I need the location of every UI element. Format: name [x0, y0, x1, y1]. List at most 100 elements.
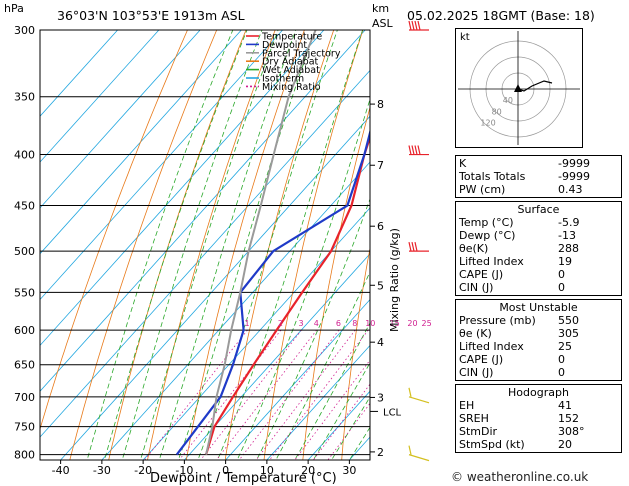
- mu-theta-label: θe (K): [459, 327, 492, 340]
- km-tick-label: 5: [377, 279, 384, 292]
- pressure-tick-label: 600: [14, 324, 35, 337]
- wet-adiabat-line: [294, 322, 370, 460]
- surface-dewp-label: Dewp (°C): [459, 229, 516, 242]
- dry-adiabat-line: [224, 30, 335, 460]
- mu-cin-value: 0: [558, 366, 565, 379]
- x-tick-label: -30: [93, 464, 111, 477]
- wet-adiabat-line: [121, 30, 263, 460]
- hodograph-table-box: Hodograph EH 41 SREH 152 StmDir 308° StmSpd…: [455, 384, 622, 453]
- wet-adiabat-line: [103, 30, 248, 460]
- wet-adiabat-line: [158, 30, 297, 460]
- x-tick-label: 30: [342, 464, 356, 477]
- dry-adiabat-line: [341, 246, 370, 460]
- mixing-ratio-tick-label: 3: [299, 319, 304, 328]
- legend-label: Parcel Trajectory: [262, 48, 341, 59]
- mu-li-label: Lifted Index: [459, 340, 524, 353]
- wind-barb-flag: [408, 387, 412, 397]
- asl-label: ASL: [372, 17, 394, 30]
- hodograph-ring-label: 80: [492, 107, 502, 116]
- pw-value: 0.43: [558, 183, 583, 196]
- legend-label: Wet Adiabat: [262, 65, 320, 76]
- x-tick-label: 20: [301, 464, 315, 477]
- surface-dewp-value: -13: [558, 229, 576, 242]
- k-index-label: K: [459, 157, 467, 170]
- credit-text: © weatheronline.co.uk: [451, 470, 589, 484]
- stmdir-label: StmDir: [459, 425, 498, 438]
- wind-barb: [408, 396, 430, 404]
- stmspd-label: StmSpd (kt): [459, 438, 525, 451]
- pressure-tick-label: 400: [14, 149, 35, 162]
- wind-barb-flag: [408, 20, 412, 31]
- mu-cin-label: CIN (J): [459, 366, 494, 379]
- mu-cape-value: 0: [558, 353, 565, 366]
- most-unstable-box: Most Unstable Pressure (mb) 550 θe (K) 305…: [455, 299, 622, 381]
- lcl-label: LCL: [383, 407, 402, 418]
- wind-barb-flag: [408, 242, 412, 252]
- km-tick-label: 2: [377, 446, 384, 459]
- wind-barb-flag: [411, 242, 415, 252]
- hodograph-trace: [517, 80, 553, 92]
- legend-label: Dry Adiabat: [262, 57, 319, 68]
- x-axis-title: Dewpoint / Temperature (°C): [150, 471, 337, 486]
- dry-adiabat-line: [185, 30, 305, 460]
- wet-adiabat-line: [217, 30, 364, 460]
- wind-barb-flag: [411, 145, 415, 155]
- surface-temp-label: Temp (°C): [459, 216, 514, 229]
- stmspd-value: 20: [558, 438, 572, 451]
- dry-adiabat-line: [302, 105, 370, 460]
- mixing-ratio-line: [294, 359, 370, 460]
- pressure-tick-label: 650: [14, 359, 35, 372]
- pressure-tick-label: 550: [14, 286, 35, 299]
- isotherm-line: [40, 30, 201, 209]
- hodograph-ring-label: 120: [480, 119, 495, 128]
- wind-barb-flag: [417, 145, 421, 155]
- mixing-ratio-line: [255, 329, 356, 460]
- wind-barb-flag: [408, 445, 412, 455]
- mixing-ratio-tick-label: 10: [365, 319, 375, 328]
- isotherm-line: [40, 30, 160, 163]
- mixing-ratio-line: [200, 329, 302, 460]
- wind-barb: [408, 454, 430, 462]
- isotherm-line: [101, 161, 370, 460]
- mu-pressure-value: 550: [558, 314, 579, 327]
- wet-adiabat-line: [86, 30, 234, 460]
- isotherm-line: [40, 30, 119, 117]
- eh-value: 41: [558, 399, 572, 412]
- isotherm-line: [40, 69, 370, 438]
- surface-title: Surface: [517, 203, 560, 216]
- x-tick-label: -10: [175, 464, 193, 477]
- wind-barb-flag: [417, 20, 421, 31]
- hodograph-kt-label: kt: [460, 32, 470, 43]
- wet-adiabat-line: [177, 30, 316, 460]
- surface-cin-value: 0: [558, 281, 565, 294]
- indices-panel: K -9999 Totals Totals -9999 PW (cm) 0.43 Su…: [455, 155, 622, 456]
- hodograph-ring-label: 40: [503, 96, 513, 105]
- mixing-ratio-tick-label: 6: [336, 319, 341, 328]
- km-tick-label: 7: [377, 159, 384, 172]
- surface-li-label: Lifted Index: [459, 255, 524, 268]
- isotherm-line: [266, 344, 370, 460]
- isotherm-line: [184, 253, 370, 460]
- mixing-ratio-line: [238, 329, 340, 460]
- isotherm-line: [40, 30, 284, 301]
- pressure-tick-label: 450: [14, 200, 35, 213]
- dry-adiabat-line: [263, 30, 364, 460]
- isotherm-line: [40, 30, 242, 255]
- mu-pressure-label: Pressure (mb): [459, 314, 536, 327]
- totals-totals-label: Totals Totals: [459, 170, 526, 183]
- storm-motion-marker: [514, 84, 522, 92]
- datetime-label: 05.02.2025 18GMT (Base: 18): [407, 8, 595, 23]
- dry-adiabat-line: [108, 30, 247, 460]
- wet-adiabat-line: [256, 197, 370, 460]
- surface-cape-label: CAPE (J): [459, 268, 504, 281]
- mixing-ratio-line: [312, 383, 370, 460]
- most-unstable-title: Most Unstable: [499, 301, 578, 314]
- km-label: km: [372, 2, 389, 15]
- mixing-ratio-line: [215, 329, 318, 460]
- x-tick-label: -20: [134, 464, 152, 477]
- totals-totals-value: -9999: [558, 170, 590, 183]
- mu-cape-label: CAPE (J): [459, 353, 504, 366]
- mixing-ratio-tick-label: 15: [390, 319, 400, 328]
